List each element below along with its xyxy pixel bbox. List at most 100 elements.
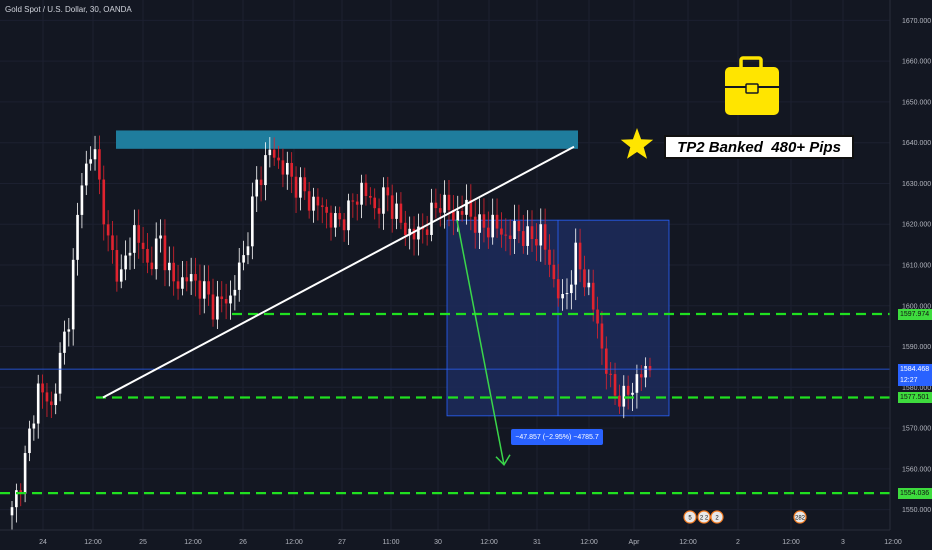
candle <box>216 280 219 329</box>
candle-body <box>50 401 53 406</box>
candle-body <box>478 214 481 233</box>
candle <box>452 195 455 236</box>
candle <box>98 135 101 195</box>
candle <box>237 247 241 302</box>
price-tick-label: 1670.000 <box>902 18 931 25</box>
candle-body <box>255 179 259 197</box>
candle-body <box>124 255 127 270</box>
candle-body <box>93 149 97 160</box>
trend-line[interactable] <box>102 145 575 399</box>
candle <box>364 174 368 206</box>
tp-banner: TP2 Banked 480+ Pips <box>664 135 854 159</box>
candle <box>535 223 538 261</box>
candle <box>438 193 442 227</box>
time-tick-label: 26 <box>239 539 247 546</box>
candle-body <box>596 309 599 324</box>
candle <box>578 228 582 283</box>
candle <box>128 237 132 270</box>
candle <box>168 246 171 287</box>
event-badge: 5 <box>683 510 697 524</box>
candle <box>41 374 44 409</box>
candle-body <box>408 228 411 236</box>
candle-body <box>377 208 381 214</box>
candle <box>316 188 320 221</box>
price-tick-label: 1640.000 <box>902 140 931 147</box>
candle-body <box>482 214 486 228</box>
time-tick-label: 3 <box>841 539 845 546</box>
price-tick-label: 1650.000 <box>902 99 931 106</box>
candle <box>473 200 477 249</box>
price-tick-label: 1630.000 <box>902 181 931 188</box>
candle-body <box>552 264 556 280</box>
event-badge-circle <box>683 510 697 524</box>
candle-body <box>229 295 232 304</box>
candle-body <box>390 195 394 219</box>
candle-body <box>54 393 58 406</box>
price-axis[interactable]: 1550.000 1560.000 1570.000 1580.000 1590.000… <box>889 0 932 550</box>
candle-body <box>521 231 525 246</box>
candle <box>417 213 420 256</box>
candle <box>137 209 141 259</box>
candle <box>54 383 58 415</box>
candle-body <box>23 453 27 494</box>
candle-body <box>495 214 499 229</box>
candle <box>373 188 377 220</box>
candle <box>159 219 162 253</box>
event-badge: 2 <box>710 510 724 524</box>
measure-text: −47.857 (−2.95%) −4785.7 <box>515 433 599 441</box>
candle-body <box>84 163 88 186</box>
candle <box>189 257 193 295</box>
candle-body <box>168 262 171 271</box>
candle-body <box>578 242 582 270</box>
candle <box>194 257 197 297</box>
candle <box>342 213 346 242</box>
candle <box>482 198 486 243</box>
price-label-last: 1584.468 <box>898 363 932 375</box>
candle-body <box>342 219 346 231</box>
candle <box>609 362 612 388</box>
candle <box>211 278 215 327</box>
candle-body <box>347 200 350 231</box>
candle-body <box>19 490 23 494</box>
candle <box>259 166 263 202</box>
candle <box>272 137 276 166</box>
candle <box>635 364 639 409</box>
time-tick-label: 27 <box>338 539 346 546</box>
candle <box>325 199 328 229</box>
price-tick-label: 1580.000 <box>902 385 931 392</box>
candle <box>277 145 280 169</box>
time-axis[interactable]: 24 12:00 25 12:00 26 12:00 27 11:00 30 12:00 31 12:… <box>0 529 932 550</box>
candle-body <box>10 507 14 516</box>
candle <box>583 255 586 297</box>
candle <box>626 375 630 410</box>
candle-body <box>194 274 197 281</box>
candle <box>141 227 145 263</box>
candle <box>487 211 490 249</box>
event-badges[interactable]: 5 2 2 2 282 <box>683 510 807 524</box>
candle-body <box>587 282 591 288</box>
candle <box>307 181 311 219</box>
candle <box>508 219 512 256</box>
candle-body <box>242 255 245 263</box>
candle-body <box>561 294 564 299</box>
candle-body <box>303 177 307 192</box>
candle <box>552 249 556 288</box>
candle <box>242 240 245 271</box>
candle-body <box>259 179 263 186</box>
candle-body <box>465 199 468 215</box>
candle-body <box>316 196 320 206</box>
candle-body <box>154 238 158 270</box>
candle-body <box>334 213 337 228</box>
event-badge-label: 282 <box>795 516 806 522</box>
candle-body <box>526 226 529 246</box>
candle <box>517 204 521 244</box>
candle <box>176 265 180 300</box>
time-tick-label: 12:00 <box>285 539 303 546</box>
candle-body <box>395 203 398 219</box>
time-axis-bg <box>0 530 932 550</box>
time-tick-label: 12:00 <box>184 539 202 546</box>
time-tick-label: 31 <box>533 539 541 546</box>
candle <box>124 240 127 281</box>
